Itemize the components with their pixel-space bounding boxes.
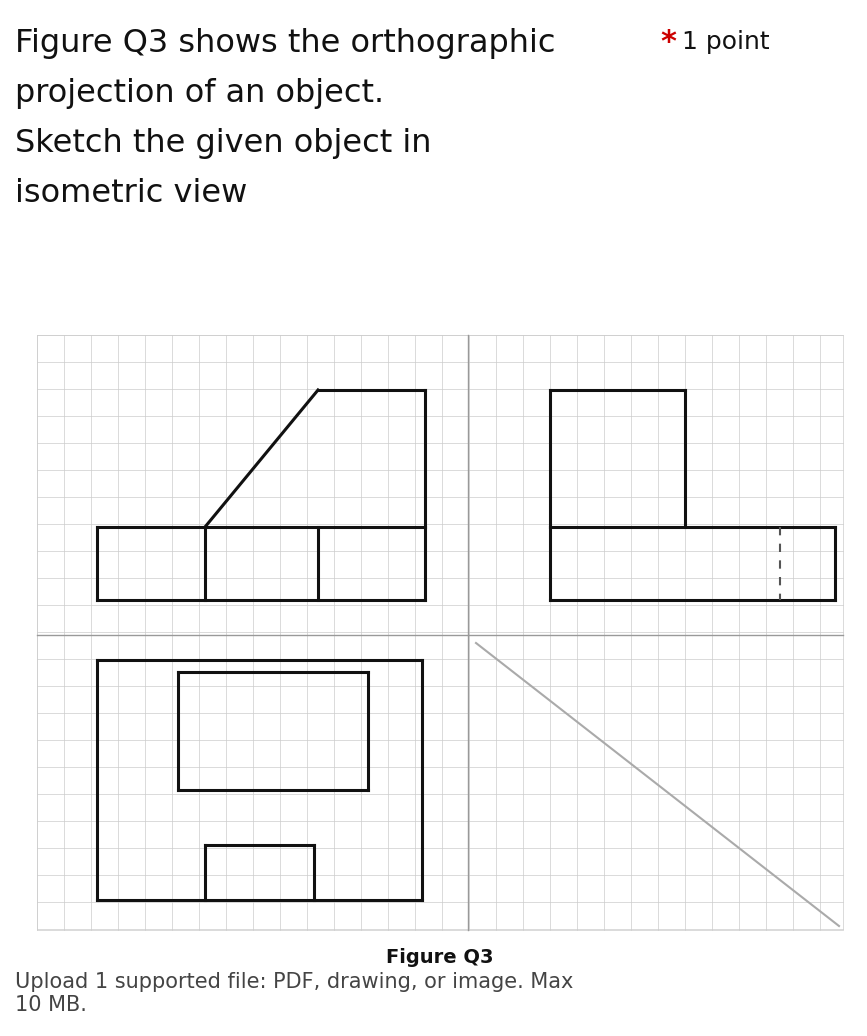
Text: projection of an object.: projection of an object.	[15, 78, 384, 109]
Text: Sketch the given object in: Sketch the given object in	[15, 128, 432, 159]
Text: isometric view: isometric view	[15, 178, 247, 209]
Text: *: *	[660, 28, 676, 57]
Text: Figure Q3 shows the orthographic: Figure Q3 shows the orthographic	[15, 28, 556, 59]
Text: 1 point: 1 point	[682, 30, 770, 54]
Text: Upload 1 supported file: PDF, drawing, or image. Max
10 MB.: Upload 1 supported file: PDF, drawing, o…	[15, 972, 573, 1015]
Text: Figure Q3: Figure Q3	[387, 948, 493, 967]
